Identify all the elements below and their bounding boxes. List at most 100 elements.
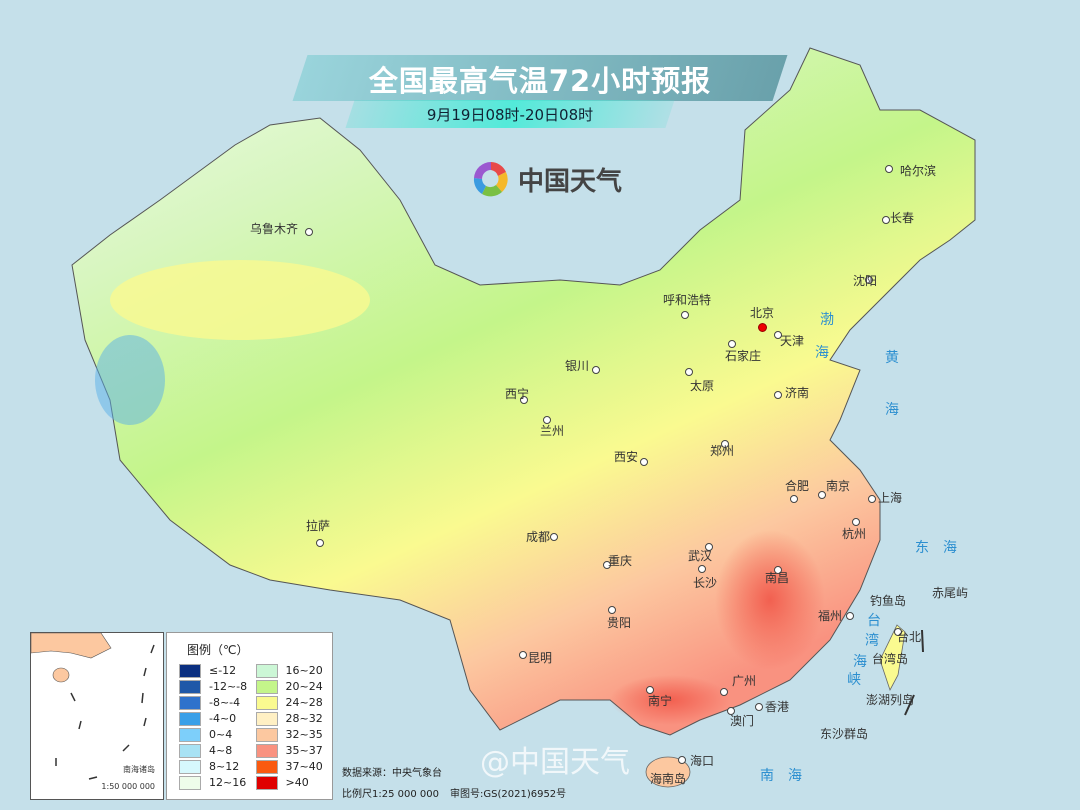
city-marker-icon	[685, 368, 693, 376]
city-label: 南昌	[765, 571, 790, 585]
city-marker-icon	[882, 216, 890, 224]
city-label: 广州	[732, 674, 757, 688]
legend-label: 24~28	[285, 696, 323, 709]
page-title: 全国最高气温72小时预报	[368, 64, 712, 98]
city-label: 乌鲁木齐	[250, 222, 299, 236]
sea-label: 湾	[865, 633, 879, 649]
city-marker-icon	[603, 561, 611, 569]
legend-swatch	[255, 695, 278, 710]
logo-text: 中国天气	[518, 166, 623, 197]
city-label: 上海	[878, 491, 903, 505]
city-marker-icon	[774, 566, 782, 574]
legend-label: -8~-4	[209, 696, 241, 709]
city-label: 贵阳	[607, 616, 632, 630]
city-marker-icon	[727, 707, 735, 715]
sea-label: 峡	[847, 672, 861, 688]
city-marker-icon	[846, 612, 854, 620]
place-label: 台湾岛	[872, 652, 909, 666]
legend-swatch	[179, 759, 201, 774]
city-label: 福州	[818, 609, 843, 623]
hot-zone	[715, 530, 825, 670]
legend-item: >40	[255, 775, 333, 790]
city-marker-icon	[728, 340, 736, 348]
city-label: 西安	[614, 450, 639, 464]
legend-label: 12~16	[209, 776, 247, 789]
city-label: 郑州	[710, 444, 735, 458]
city-marker-icon	[640, 458, 648, 466]
sea-label: 东 海	[915, 540, 957, 556]
taiwan-island	[879, 624, 906, 692]
hainan-island	[645, 756, 691, 788]
data-source: 数据来源：中央气象台	[342, 768, 442, 779]
city-marker-icon	[519, 651, 527, 659]
city-label: 香港	[765, 700, 790, 714]
legend-item: 28~32	[255, 711, 333, 726]
legend-item: 4~8	[179, 743, 256, 758]
city-label: 沈阳	[853, 274, 878, 288]
cold-zone	[95, 335, 165, 425]
legend-label: 28~32	[285, 712, 323, 725]
tarim-basin-zone	[110, 260, 370, 340]
place-label: 赤尾屿	[932, 586, 969, 600]
city-label: 兰州	[540, 424, 565, 438]
city-marker-icon	[705, 543, 713, 551]
legend-swatch	[179, 711, 201, 726]
city-marker-icon	[592, 366, 600, 374]
city-label: 武汉	[688, 549, 713, 563]
city-label: 长春	[890, 211, 915, 225]
place-label: 澎湖列岛	[866, 693, 915, 707]
legend-swatch	[179, 679, 201, 694]
city-label: 昆明	[528, 651, 553, 665]
legend-item: -12~-8	[179, 679, 256, 694]
legend-item: -8~-4	[179, 695, 256, 710]
hot-zone-south	[610, 675, 730, 725]
sea-label: 黄	[885, 350, 899, 366]
legend-item: 20~24	[255, 679, 333, 694]
legend-swatch	[255, 679, 278, 694]
city-label: 银川	[565, 359, 590, 373]
city-label: 台北	[897, 630, 922, 644]
sea-label: 海	[885, 402, 899, 418]
sea-label: 海	[853, 654, 867, 670]
city-marker-icon	[818, 491, 826, 499]
city-label: 拉萨	[306, 519, 331, 533]
city-label: 南宁	[648, 694, 673, 708]
city-label: 合肥	[785, 479, 810, 493]
city-marker-icon	[852, 518, 860, 526]
legend-label: ≤-12	[209, 664, 237, 677]
city-label: 西宁	[505, 387, 530, 401]
legend-swatch	[255, 663, 278, 678]
city-marker-icon	[774, 391, 782, 399]
place-label: 钓鱼岛	[870, 594, 907, 608]
legend-item: 32~35	[255, 727, 333, 742]
legend-swatch	[179, 663, 201, 678]
city-marker-icon	[758, 323, 767, 332]
legend-item: 35~37	[255, 743, 333, 758]
south-china-sea-inset: 南海诸岛 1:50 000 000	[30, 632, 164, 800]
city-marker-icon	[543, 416, 551, 424]
city-marker-icon	[681, 311, 689, 319]
city-label: 澳门	[730, 714, 755, 728]
forecast-period: 9月19日08时-20日08时	[426, 106, 594, 124]
city-marker-icon	[894, 628, 902, 636]
swirl-logo-icon	[473, 161, 508, 197]
city-marker-icon	[678, 756, 686, 764]
city-marker-icon	[868, 495, 876, 503]
city-marker-icon	[608, 606, 616, 614]
legend-title: 图例（℃）	[187, 643, 249, 657]
city-marker-icon	[720, 688, 728, 696]
city-marker-icon	[721, 440, 729, 448]
legend-label: 16~20	[285, 664, 323, 677]
sea-label: 南 海	[760, 768, 802, 784]
legend-label: -12~-8	[209, 680, 248, 693]
legend-label: >40	[285, 776, 309, 789]
city-label: 天津	[780, 334, 805, 348]
legend-swatch	[179, 727, 201, 742]
approval-number: 审图号:GS(2021)6952号	[450, 789, 567, 800]
city-marker-icon	[865, 276, 873, 284]
sea-label: 海	[815, 345, 829, 361]
legend-label: 20~24	[285, 680, 323, 693]
city-label: 济南	[785, 386, 810, 400]
city-label: 杭州	[842, 527, 867, 541]
